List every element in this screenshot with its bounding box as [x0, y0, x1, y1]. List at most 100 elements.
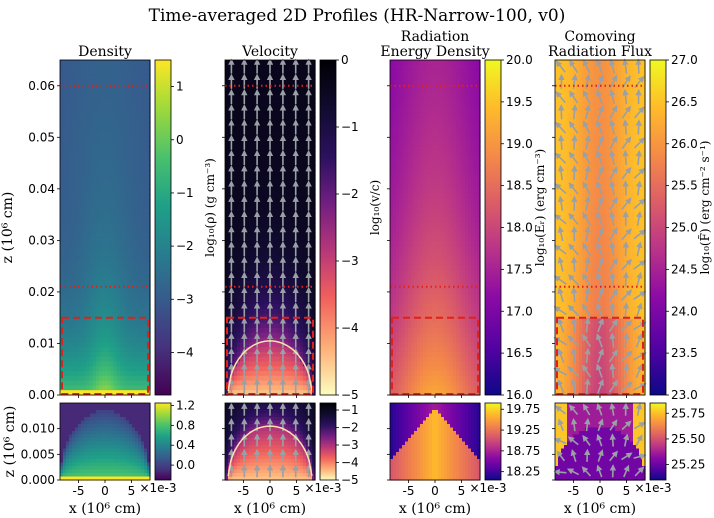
x-tick-label: 5 [623, 484, 631, 498]
colorbar-tick-label: 0.8 [176, 418, 195, 432]
quiver-arrow [568, 274, 579, 286]
quiver-arrow [635, 180, 643, 196]
quiver-arrow [609, 89, 616, 105]
quiver-arrow [596, 302, 603, 318]
quiver-arrow [570, 449, 577, 462]
y-tick-label: 0.005 [21, 447, 55, 461]
quiver-arrow [633, 137, 646, 149]
quiver-arrow [553, 367, 568, 376]
quiver-arrow [636, 241, 643, 257]
panel-title: Velocity [241, 44, 298, 60]
y-axis-label: z (10⁶ cm) [2, 406, 18, 478]
quiver-arrow [597, 449, 604, 462]
quiver-arrow [557, 348, 565, 363]
quiver-arrow [582, 303, 592, 317]
colorbar-radiation_flux: 23.0 23.5 24.0 24.5 25.0 25.5 26.0 26.5 27.0 log₁… [649, 53, 712, 402]
quiver-arrow [568, 404, 579, 416]
x-offset-label: ×1e-3 [304, 481, 341, 495]
zoom-box [556, 316, 644, 396]
quiver-arrow [568, 151, 579, 165]
quiver-arrow [570, 317, 578, 333]
colorbar-tick-label: −3 [341, 254, 359, 268]
quiver-arrow [635, 119, 642, 135]
colorbar-label: log₁₀(F̃) (erg cm⁻² s⁻¹) [697, 141, 712, 275]
colorbar-tick-label: 25.0 [671, 221, 698, 235]
quiver-arrow [582, 150, 591, 165]
colorbar-tick-label: 19.75 [506, 402, 540, 416]
quiver-arrow [582, 434, 591, 446]
colorbar-tick-label: 25.50 [671, 432, 705, 446]
panel-title: Comoving [564, 29, 635, 45]
quiver-arrow [558, 134, 565, 150]
colorbar-tick-label: 0 [176, 133, 184, 147]
colorbar-tick-label: 17.0 [506, 304, 533, 318]
quiver-arrow [582, 403, 591, 416]
quiver-arrow [622, 149, 629, 166]
quiver-arrow [554, 214, 567, 225]
quiver-arrow [555, 121, 567, 134]
quiver-arrow [571, 104, 578, 120]
colorbar-tick-label: −2 [176, 239, 194, 253]
colorbar-tick-label: 17.5 [506, 262, 533, 276]
zoom-box [61, 316, 149, 396]
quiver-arrow [609, 149, 616, 166]
velocity-contour [227, 340, 313, 392]
quiver-arrow [597, 74, 604, 89]
quiver-arrow [596, 119, 603, 135]
colorbar-tick-label: −4 [176, 345, 194, 359]
y-tick-label: 0.06 [28, 79, 55, 93]
axes-frame-zoom: -5 0 5 ×1e-3 x (10⁶ cm) [222, 402, 342, 517]
axes-frame [552, 59, 646, 398]
quiver-arrow [621, 452, 633, 461]
panel-title: Radiation [401, 29, 470, 45]
quiver-radiation_flux-zoom [553, 402, 647, 478]
quiver-arrow [636, 302, 643, 318]
y-tick-label: 0.010 [21, 422, 55, 436]
colorbar-tick-label: 18.5 [506, 179, 533, 193]
quiver-arrow [609, 288, 618, 302]
colorbar-tick-label: 23.0 [671, 388, 698, 402]
colorbar-radiation_energy-zoom: 18.25 18.75 19.25 19.75 [484, 402, 540, 481]
quiver-arrow [553, 306, 567, 316]
x-offset-label: ×1e-3 [139, 481, 176, 495]
quiver-arrow [620, 320, 633, 332]
colorbar-density: −4 −3 −2 −1 0 1 log₁₀(ρ) (g cm⁻³) [154, 59, 217, 396]
quiver-arrow [609, 227, 618, 241]
quiver-arrow [596, 211, 603, 226]
quiver-arrow [609, 419, 618, 431]
quiver-arrow [597, 104, 604, 120]
x-tick-label: -5 [568, 484, 580, 498]
quiver-arrow [567, 436, 579, 446]
quiver-arrow [622, 271, 630, 287]
colorbar-label: log₁₀(ρ) (g cm⁻³) [203, 158, 217, 257]
quiver-arrow [621, 166, 632, 180]
quiver-arrow [596, 464, 603, 478]
colorbar-velocity-zoom: −5 −4 −3 −2 −1 [319, 402, 359, 487]
quiver-arrow [581, 466, 592, 477]
quiver-arrow [620, 289, 633, 301]
y-tick-label: 0.04 [28, 182, 55, 196]
colorbar-tick-label: 1.2 [176, 398, 195, 412]
colorbar-tick-label: 25.25 [671, 458, 705, 472]
quiver-arrow [584, 256, 591, 272]
colorbar-tick-label: 25.5 [671, 179, 698, 193]
quiver-arrow [608, 349, 618, 363]
colorbar-tick-label: −4 [341, 456, 359, 470]
quiver-arrow [584, 165, 591, 181]
x-tick-label: 5 [458, 484, 466, 498]
quiver-arrow [609, 363, 616, 379]
quiver-arrow [597, 165, 604, 181]
quiver-arrow [597, 418, 604, 432]
quiver-arrow [568, 212, 579, 226]
quiver-arrow [621, 105, 631, 119]
quiver-arrow [596, 241, 603, 257]
quiver-arrow [621, 136, 632, 150]
heatmap-density-zoom [60, 403, 151, 481]
colorbar-tick-label: −5 [341, 473, 359, 487]
colorbar-radiation_flux-zoom: 25.25 25.50 25.75 [649, 402, 705, 481]
quiver-arrow [554, 152, 567, 164]
colorbar-tick-label: 16.5 [506, 346, 533, 360]
quiver-arrow [609, 257, 618, 272]
colorbar-tick-label: −1 [341, 120, 359, 134]
quiver-arrow [596, 180, 603, 196]
